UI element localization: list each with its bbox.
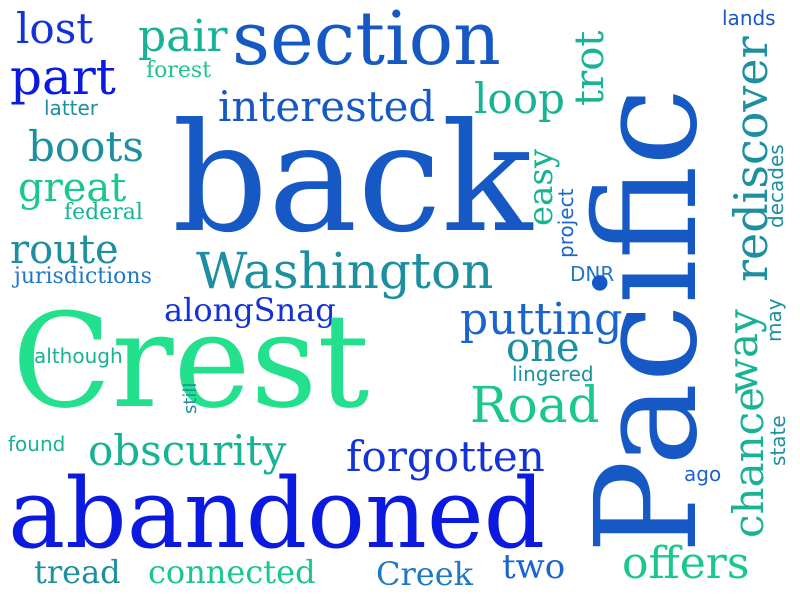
- word-found: found: [8, 432, 66, 456]
- word-Road: Road: [470, 376, 600, 434]
- word-latter: latter: [44, 96, 99, 120]
- word-putting: putting: [460, 294, 623, 345]
- word-still: still: [180, 382, 201, 414]
- word-pair: pair: [138, 11, 228, 62]
- word-Washington: Washington: [196, 242, 494, 300]
- word-federal: federal: [64, 200, 143, 225]
- word-way: way: [718, 309, 767, 394]
- word-boots: boots: [28, 122, 144, 171]
- word-DNR: DNR: [570, 262, 615, 286]
- word-lingered: lingered: [512, 362, 594, 386]
- word-route: route: [10, 227, 119, 273]
- word-may: may: [762, 298, 786, 342]
- word-connected: connected: [148, 553, 316, 591]
- word-chance: chance: [724, 386, 773, 538]
- word-Creek: Creek: [376, 555, 474, 593]
- word-loop: loop: [474, 74, 565, 123]
- word-section: section: [232, 0, 501, 82]
- word-interested: interested: [218, 82, 436, 131]
- word-tread: tread: [34, 553, 121, 591]
- word-ago: ago: [684, 462, 722, 486]
- word-two: two: [502, 547, 566, 587]
- word-jurisdictions: jurisdictions: [14, 264, 152, 289]
- word-great: great: [18, 165, 127, 211]
- word-Crest: Crest: [12, 285, 370, 437]
- word-easy: easy: [521, 148, 561, 226]
- word-offers: offers: [622, 538, 750, 589]
- word-lands: lands: [722, 6, 776, 30]
- word-back: back: [172, 92, 533, 266]
- word-lost: lost: [16, 4, 94, 53]
- word-alongSnag: alongSnag: [164, 291, 336, 329]
- word-forgotten: forgotten: [346, 432, 545, 481]
- word-obscurity: obscurity: [88, 426, 287, 475]
- word-part: part: [10, 48, 116, 106]
- word-abandoned: abandoned: [8, 458, 546, 570]
- word-one: one: [506, 325, 580, 371]
- word-decades: decades: [764, 144, 788, 228]
- word-forest: forest: [146, 58, 212, 83]
- word-Pacific: Pacific: [566, 87, 729, 554]
- word-although: although: [34, 344, 123, 368]
